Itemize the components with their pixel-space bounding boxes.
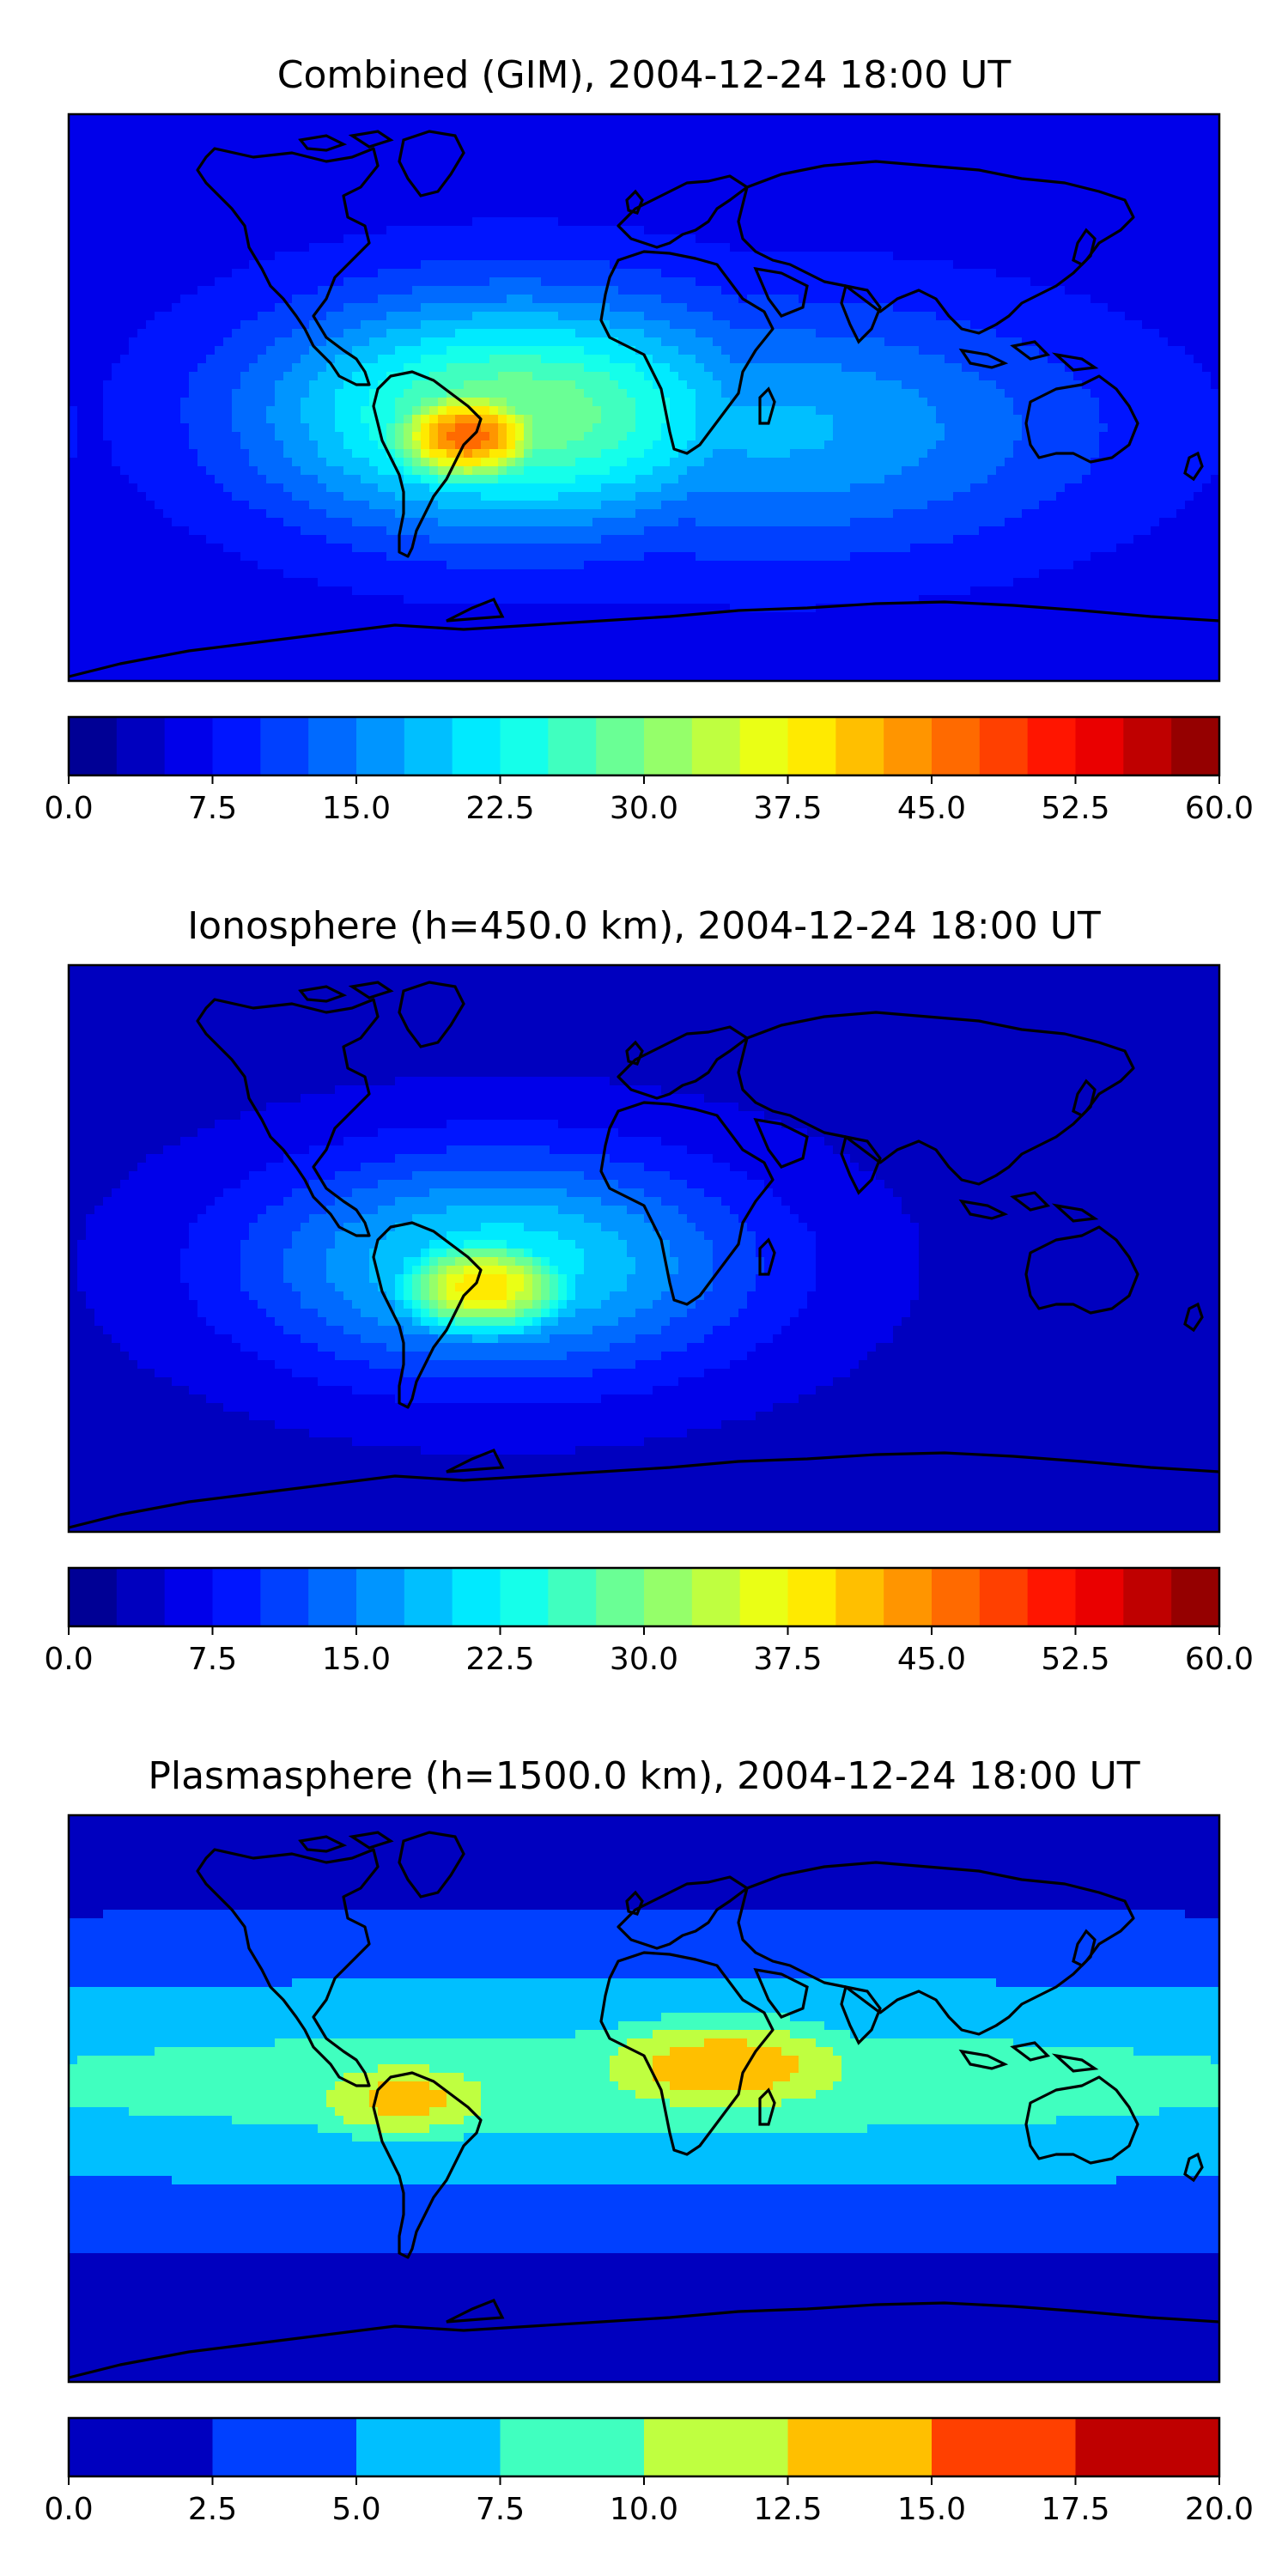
colorbar-segment [548,717,596,775]
panel-ionosphere: Ionosphere (h=450.0 km), 2004-12-24 18:0… [44,904,1254,1677]
colorbar-tick-label: 12.5 [753,2492,822,2527]
colorbar-tick-label: 60.0 [1185,791,1254,826]
colorbar-tick-label: 30.0 [610,791,678,826]
colorbar-segment [835,717,884,775]
colorbar-segment [501,2418,645,2476]
colorbar-tick-label: 5.0 [331,2492,380,2527]
colorbar-segment [932,1568,980,1626]
colorbar-segment [356,1568,404,1626]
colorbar-segment [692,717,740,775]
panel-combined: Combined (GIM), 2004-12-24 18:00 UT 0.0 7… [44,53,1254,826]
colorbar-segment [213,2418,357,2476]
colorbar-segment [308,717,356,775]
colorbar-segment [308,1568,356,1626]
colorbar-segment [788,2418,933,2476]
colorbar-segment [835,1568,884,1626]
colorbar-segment [1171,717,1219,775]
colorbar-segment [644,1568,692,1626]
colorbar-tick-label: 20.0 [1185,2492,1254,2527]
panel-title: Combined (GIM), 2004-12-24 18:00 UT [277,53,1012,97]
colorbar-segment [980,717,1028,775]
colorbar-segment [1076,717,1124,775]
colorbar-tick-label: 22.5 [465,791,534,826]
colorbar-segment [1076,2418,1220,2476]
colorbar-tick-label: 0.0 [44,2492,93,2527]
colorbar-segment [644,717,692,775]
colorbar-segment [501,1568,549,1626]
colorbar-segment [501,717,549,775]
colorbar-tick-label: 52.5 [1041,791,1109,826]
colorbar-tick-label: 52.5 [1041,1642,1109,1677]
colorbar-tick-label: 45.0 [897,791,966,826]
colorbar-segment [1123,717,1171,775]
colorbar-segment [980,1568,1028,1626]
colorbar-segment [788,717,836,775]
colorbar-tick-label: 37.5 [753,791,822,826]
colorbar-segment [69,717,117,775]
colorbar-segment [644,2418,788,2476]
map-area [69,114,1220,682]
colorbar-tick-label: 15.0 [322,1642,391,1677]
colorbar-segment [1076,1568,1124,1626]
colorbar-segment [692,1568,740,1626]
colorbar-segment [596,717,644,775]
colorbar-tick-label: 22.5 [465,1642,534,1677]
colorbar-segment [932,717,980,775]
colorbar-segment [1028,717,1076,775]
colorbar-segment [165,1568,213,1626]
colorbar-segment [740,717,788,775]
colorbar-segment [453,717,501,775]
colorbar-tick-label: 45.0 [897,1642,966,1677]
colorbar-segment [932,2418,1076,2476]
colorbar-segment [69,1568,117,1626]
panel-title: Ionosphere (h=450.0 km), 2004-12-24 18:0… [187,904,1101,948]
colorbar-tick-label: 15.0 [322,791,391,826]
colorbar-segment [356,717,404,775]
colorbar-tick-label: 0.0 [44,1642,93,1677]
colorbar-segment [548,1568,596,1626]
colorbar-segment [213,1568,261,1626]
colorbar: 0.0 7.5 15.0 22.5 30.0 37.5 45.0 52.5 60.0 [44,1568,1254,1677]
colorbar-segment [1028,1568,1076,1626]
colorbar-segment [740,1568,788,1626]
colorbar-segment [260,1568,308,1626]
colorbar: 0.0 2.5 5.0 7.5 10.0 12.5 15.0 17.5 20.0 [44,2418,1254,2527]
colorbar-tick-label: 60.0 [1185,1642,1254,1677]
colorbar-segment [117,1568,165,1626]
map-area [69,1815,1220,2383]
colorbar-segment [788,1568,836,1626]
colorbar-tick-label: 30.0 [610,1642,678,1677]
colorbar-segment [165,717,213,775]
colorbar-segment [596,1568,644,1626]
colorbar-segment [260,717,308,775]
colorbar-segment [453,1568,501,1626]
map-area [69,965,1220,1533]
panel-title: Plasmasphere (h=1500.0 km), 2004-12-24 1… [148,1754,1139,1798]
colorbar-segment [117,717,165,775]
colorbar-tick-label: 2.5 [188,2492,237,2527]
colorbar-tick-label: 15.0 [897,2492,966,2527]
colorbar-segment [69,2418,213,2476]
colorbar-segment [884,717,932,775]
colorbar-segment [1171,1568,1219,1626]
colorbar-tick-label: 7.5 [188,791,237,826]
colorbar: 0.0 7.5 15.0 22.5 30.0 37.5 45.0 52.5 60.0 [44,717,1254,826]
colorbar-segment [884,1568,932,1626]
colorbar-segment [404,1568,453,1626]
colorbar-segment [356,2418,501,2476]
colorbar-tick-label: 7.5 [188,1642,237,1677]
colorbar-tick-label: 7.5 [476,2492,525,2527]
colorbar-tick-label: 37.5 [753,1642,822,1677]
colorbar-tick-label: 17.5 [1041,2492,1109,2527]
colorbar-segment [1123,1568,1171,1626]
colorbar-tick-label: 10.0 [610,2492,678,2527]
colorbar-segment [404,717,453,775]
panel-plasmasphere: Plasmasphere (h=1500.0 km), 2004-12-24 1… [44,1754,1254,2527]
colorbar-tick-label: 0.0 [44,791,93,826]
colorbar-segment [213,717,261,775]
